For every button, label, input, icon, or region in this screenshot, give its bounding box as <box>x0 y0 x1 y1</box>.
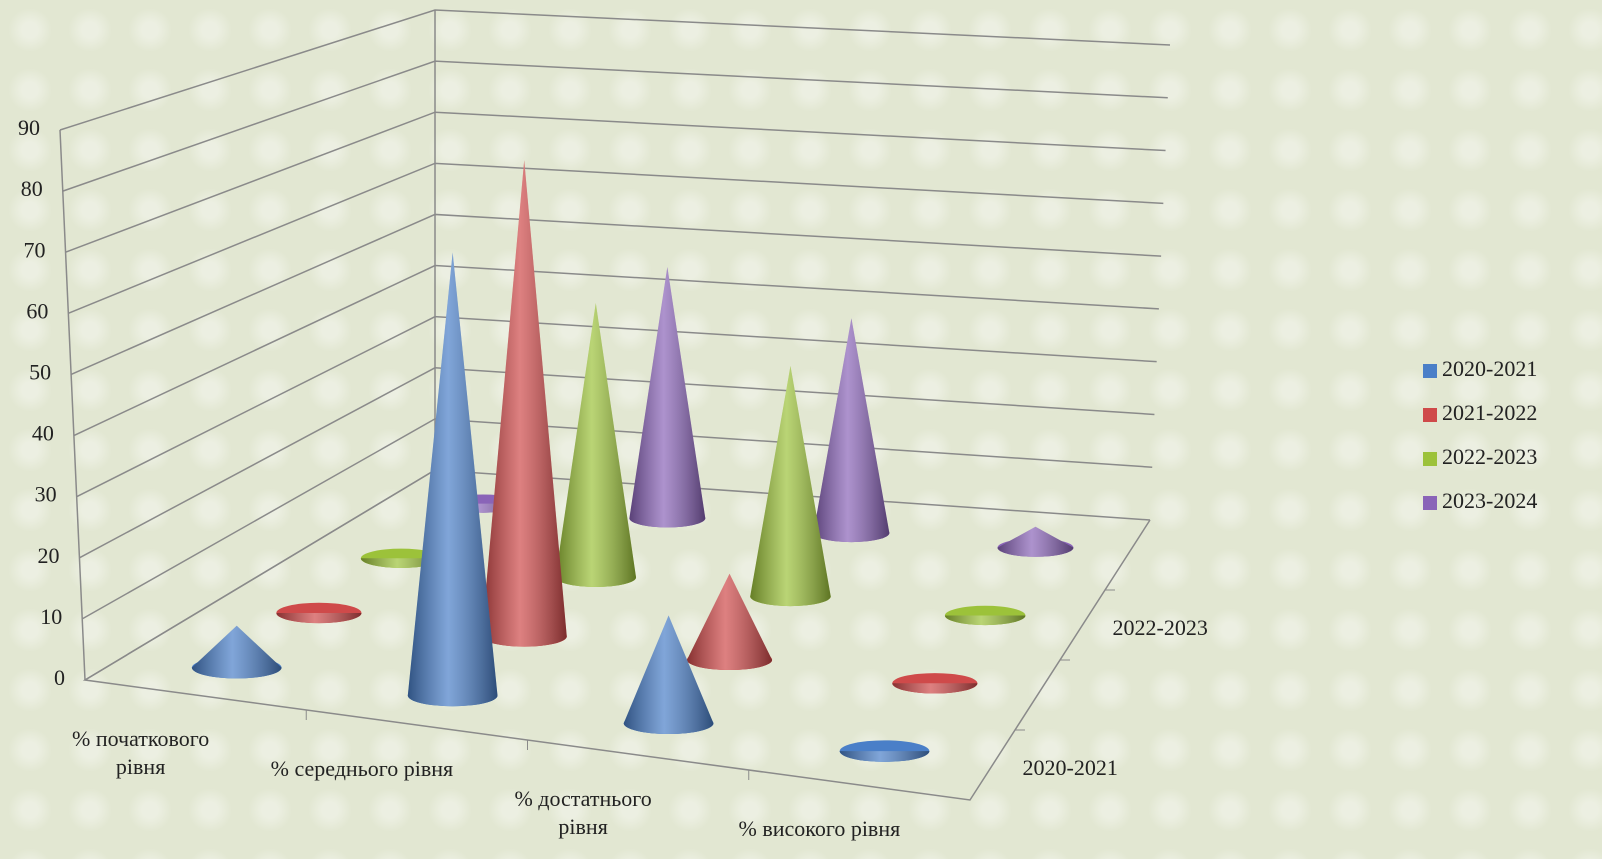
cone-shade <box>407 252 498 707</box>
legend-label: 2020-2021 <box>1442 356 1537 381</box>
legend-label: 2021-2022 <box>1442 400 1537 425</box>
grid-line <box>70 213 1162 376</box>
cone <box>839 740 930 762</box>
cone-shade <box>555 303 637 588</box>
grid-line <box>62 60 1168 192</box>
cone-shade <box>839 751 930 762</box>
legend-swatch <box>1423 496 1437 510</box>
y-tick-label: 50 <box>29 359 51 384</box>
x-tick-label: % середнього рівня <box>270 756 454 781</box>
legend-swatch <box>1423 452 1437 466</box>
cone-shade <box>944 615 1026 626</box>
cone <box>629 266 706 528</box>
cone <box>623 615 714 735</box>
cone-shade <box>892 683 978 694</box>
grid-line <box>68 162 1164 315</box>
cone <box>276 602 362 624</box>
cone-shade <box>481 160 567 647</box>
legend-label: 2022-2023 <box>1442 444 1537 469</box>
legend-swatch <box>1423 408 1437 422</box>
cone <box>407 252 498 707</box>
cone-shade <box>623 615 714 735</box>
y-tick-label: 0 <box>54 665 65 690</box>
depth-tick-label: 2020-2021 <box>1023 755 1118 780</box>
y-tick-label: 70 <box>24 237 46 262</box>
x-tick-label: % початкового рівня <box>72 726 210 779</box>
cone <box>686 573 773 671</box>
legend-swatch <box>1423 364 1437 378</box>
legend-label: 2023-2024 <box>1442 488 1537 513</box>
cone-shade <box>191 625 282 679</box>
y-tick-label: 90 <box>18 115 40 140</box>
cone-shade <box>276 612 362 624</box>
cone <box>813 318 890 543</box>
cone-shade <box>750 365 831 607</box>
y-tick-label: 60 <box>26 298 48 323</box>
cone <box>191 625 282 679</box>
cone-shade <box>629 266 706 528</box>
y-axis <box>59 129 86 681</box>
cone <box>750 365 831 607</box>
cone-shade <box>997 526 1074 557</box>
cone <box>555 303 637 588</box>
cone <box>997 526 1074 557</box>
y-tick-label: 80 <box>21 176 43 201</box>
depth-tick-label: 2022-2023 <box>1113 615 1208 640</box>
y-tick-label: 40 <box>32 421 54 446</box>
y-tick-label: 30 <box>35 482 57 507</box>
x-tick-label: % достатнього рівня <box>514 786 652 839</box>
grid-line <box>73 264 1159 437</box>
cone-shade <box>686 573 773 671</box>
cone <box>944 605 1026 626</box>
x-tick-label: % високого рівня <box>738 816 901 841</box>
y-tick-label: 10 <box>40 604 62 629</box>
cone <box>892 673 978 694</box>
cone-shade <box>813 318 890 543</box>
y-tick-label: 20 <box>37 543 59 568</box>
cone <box>481 160 567 647</box>
